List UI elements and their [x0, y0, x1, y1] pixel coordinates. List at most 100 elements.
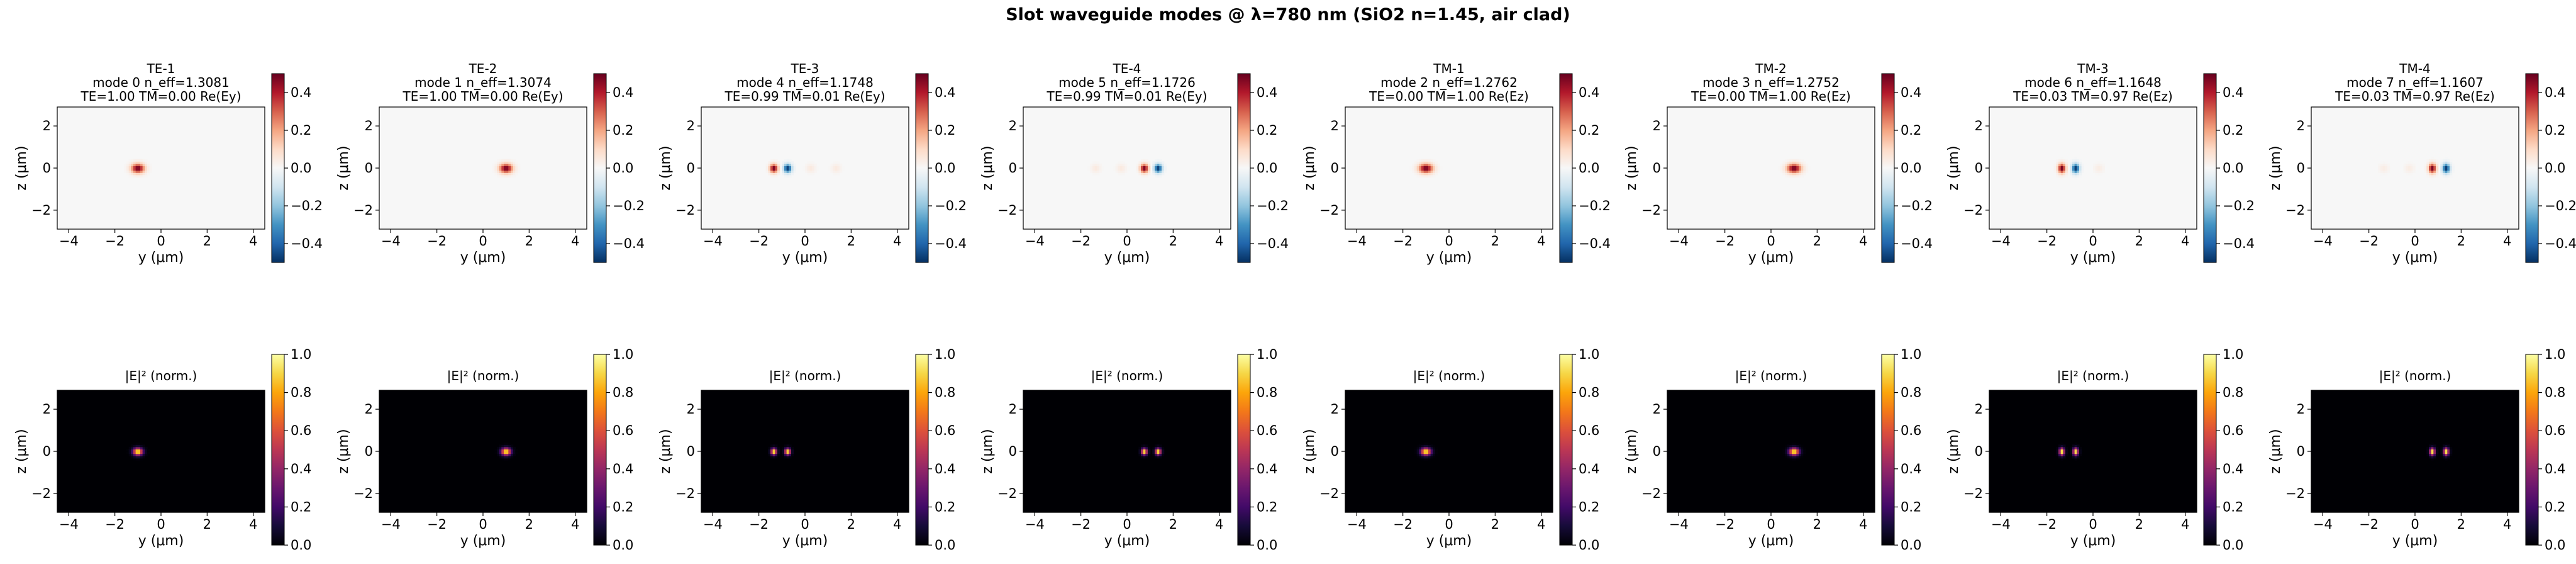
colorbar-tick-label: 0.0: [291, 161, 311, 176]
colorbar-tick-label: −0.4: [1257, 236, 1289, 251]
colorbar-tick-label: 0.0: [1579, 538, 1599, 553]
x-tick-label: −2: [2359, 234, 2379, 249]
panel-title-polarization: TE=0.00 TM=1.00 Re(Ez): [1690, 89, 1851, 104]
y-tick-label: −2: [1641, 486, 1661, 501]
colorbar-tick-label: 0.6: [1579, 423, 1599, 438]
y-tick-label: 0: [1331, 444, 1339, 459]
colorbar-tick-label: 0.8: [291, 385, 311, 400]
x-axis-label: y (μm): [2392, 533, 2438, 549]
y-tick-label: 0: [1331, 161, 1339, 176]
colorbar: 0.4 0.2 0.0 −0.2 −0.4: [1881, 73, 1933, 263]
colorbar-tick-label: 0.2: [1257, 499, 1277, 514]
panel-title-neff: mode 0 n_eff=1.3081: [92, 75, 230, 90]
x-tick-label: 4: [571, 517, 579, 532]
y-tick-label: 2: [1975, 118, 1983, 133]
panel-title-mode: TE-1: [147, 61, 175, 76]
y-tick-label: 0: [1975, 161, 1983, 176]
panel-bottom-5: |E|² (norm.) −4 −2 0 2 4 −2 0 2 y (μm) z (μm) 1.0 0.…: [1302, 347, 1599, 553]
colorbar-tick-label: −0.2: [935, 198, 967, 213]
colorbar-tick-label: 0.4: [1901, 461, 1921, 477]
heatmap-image: [701, 107, 909, 229]
x-tick-label: 4: [893, 234, 901, 249]
x-tick-label: 4: [1859, 234, 1867, 249]
panel-bottom-4: |E|² (norm.) −4 −2 0 2 4 −2 0 2 y (μm) z (μm) 1.0 0.…: [980, 347, 1277, 553]
colorbar-tick-label: 0.2: [2545, 123, 2565, 138]
x-tick-label: −4: [59, 517, 79, 532]
y-tick-label: −2: [2285, 486, 2305, 501]
x-tick-label: −2: [105, 517, 125, 532]
y-tick-label: 2: [2297, 402, 2305, 417]
colorbar-tick-label: 0.4: [1579, 85, 1599, 100]
colorbar-tick-label: 0.0: [1579, 161, 1599, 176]
colorbar-tick-label: 1.0: [613, 347, 633, 362]
x-tick-label: 0: [2411, 234, 2419, 249]
colorbar-tick-label: 0.4: [2545, 461, 2565, 477]
panel-title-intensity: |E|² (norm.): [2057, 368, 2129, 383]
x-tick-label: −4: [1669, 517, 1689, 532]
x-tick-label: 4: [1215, 517, 1223, 532]
colorbar-tick-label: −0.2: [2545, 198, 2576, 213]
x-tick-label: 0: [479, 517, 487, 532]
heatmap-image: [1345, 107, 1553, 229]
x-tick-label: 0: [1123, 234, 1131, 249]
colorbar-tick-label: −0.2: [2223, 198, 2255, 213]
colorbar-tick-label: 0.4: [291, 85, 311, 100]
x-axis-label: y (μm): [2070, 533, 2116, 549]
colorbar-tick-label: 0.2: [291, 123, 311, 138]
colorbar-tick-label: 0.4: [2545, 85, 2565, 100]
panel-title-polarization: TE=0.00 TM=1.00 Re(Ez): [1368, 89, 1529, 104]
colorbar-tick-label: 0.2: [935, 123, 955, 138]
colorbar-tick-label: 1.0: [1901, 347, 1921, 362]
panel-title-neff: mode 3 n_eff=1.2752: [1702, 75, 1840, 90]
colorbar-tick-label: 0.4: [2223, 461, 2243, 477]
x-axis-label: y (μm): [1426, 250, 1472, 266]
y-axis-label: z (μm): [980, 429, 996, 473]
y-tick-label: 2: [43, 402, 51, 417]
x-tick-label: 2: [203, 234, 211, 249]
x-tick-label: −4: [1347, 517, 1367, 532]
colorbar-tick-label: 0.2: [935, 499, 955, 514]
colorbar-tick-label: 1.0: [1257, 347, 1277, 362]
panel-title-mode: TM-4: [2399, 61, 2430, 76]
colorbar-tick-label: 0.4: [2223, 85, 2243, 100]
x-tick-label: 0: [1767, 517, 1775, 532]
colorbar: 1.0 0.8 0.6 0.4 0.2 0.0: [2203, 347, 2243, 553]
panel-title-mode: TE-2: [469, 61, 497, 76]
colorbar-tick-label: 1.0: [935, 347, 955, 362]
x-tick-label: 2: [525, 234, 533, 249]
x-axis-label: y (μm): [1748, 250, 1794, 266]
panel-title-polarization: TE=0.99 TM=0.01 Re(Ey): [1046, 89, 1208, 104]
x-tick-label: −2: [1393, 234, 1413, 249]
colorbar-tick-label: −0.4: [2545, 236, 2576, 251]
colorbar-tick-label: 0.8: [1257, 385, 1277, 400]
y-tick-label: 2: [43, 118, 51, 133]
colorbar-tick-label: 0.4: [1257, 461, 1277, 477]
heatmap-image: [379, 390, 587, 512]
y-axis-label: z (μm): [1624, 145, 1640, 190]
colorbar-tick-label: 0.8: [613, 385, 633, 400]
y-tick-label: −2: [1319, 486, 1339, 501]
y-tick-label: 0: [1653, 444, 1661, 459]
y-tick-label: −2: [31, 486, 51, 501]
colorbar: 0.4 0.2 0.0 −0.2 −0.4: [2203, 73, 2255, 263]
x-axis-label: y (μm): [782, 533, 828, 549]
colorbar-tick-label: 0.4: [1257, 85, 1277, 100]
y-tick-label: 2: [365, 118, 373, 133]
x-tick-label: 2: [2135, 234, 2143, 249]
colorbar: 1.0 0.8 0.6 0.4 0.2 0.0: [1881, 347, 1921, 553]
panel-title-mode: TM-3: [2077, 61, 2108, 76]
y-tick-label: 2: [1975, 402, 1983, 417]
panel-bottom-8: |E|² (norm.) −4 −2 0 2 4 −2 0 2 y (μm) z (μm) 1.0 0.…: [2268, 347, 2565, 553]
colorbar-tick-label: −0.4: [2223, 236, 2255, 251]
x-tick-label: 2: [1169, 234, 1177, 249]
x-tick-label: 0: [2411, 517, 2419, 532]
y-tick-label: 2: [365, 402, 373, 417]
heatmap-image: [1667, 390, 1875, 512]
x-tick-label: 4: [893, 517, 901, 532]
colorbar-tick-label: 0.0: [2545, 161, 2565, 176]
colorbar-tick-label: −0.4: [1579, 236, 1611, 251]
panel-title-neff: mode 5 n_eff=1.1726: [1058, 75, 1196, 90]
